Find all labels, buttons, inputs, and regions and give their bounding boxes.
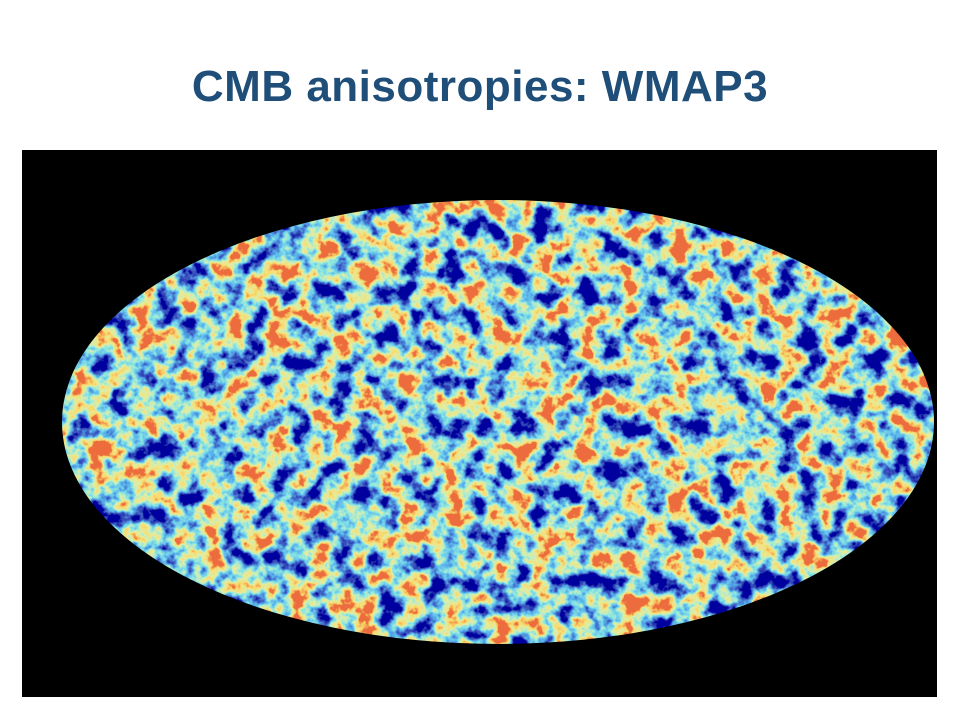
sky-ellipse	[62, 200, 934, 644]
slide-title: CMB anisotropies: WMAP3	[191, 62, 769, 111]
sky-map-image	[22, 150, 937, 697]
